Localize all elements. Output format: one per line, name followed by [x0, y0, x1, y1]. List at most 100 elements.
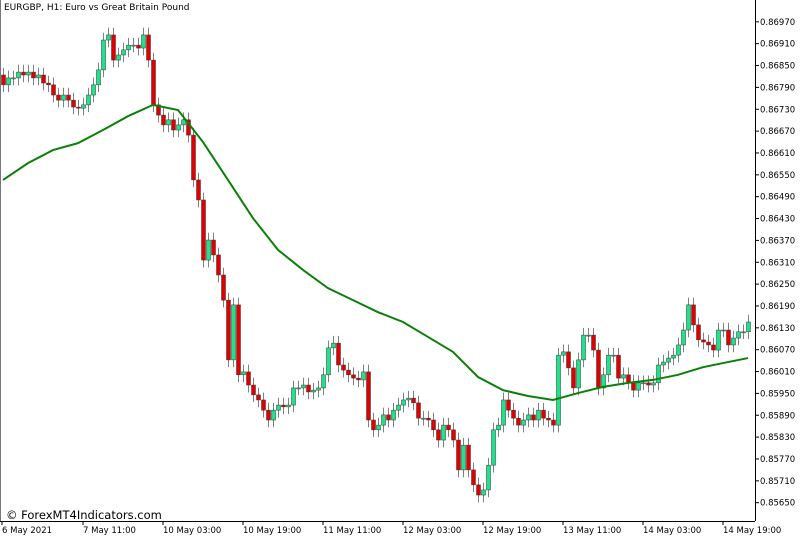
candle-bearish [551, 419, 556, 426]
candle-bearish [76, 106, 81, 109]
y-tick-label: 0.85890 [760, 411, 795, 421]
y-tick-label: 0.86070 [760, 346, 795, 356]
candle-bullish [441, 424, 446, 441]
candle-bearish [266, 409, 271, 421]
candle-bearish [706, 341, 711, 346]
candle-bearish [616, 354, 621, 379]
candle-bullish [316, 387, 321, 391]
candle-bearish [151, 59, 156, 106]
candle-bearish [146, 34, 151, 61]
y-tick-label: 0.86850 [760, 62, 795, 72]
x-tick-label: 12 May 19:00 [483, 526, 541, 536]
candle-bullish [291, 387, 296, 406]
candle-bullish [311, 389, 316, 393]
candle-bearish [511, 409, 516, 419]
x-tick-label: 14 May 03:00 [643, 526, 701, 536]
candle-bearish [41, 74, 46, 84]
candle-bullish [676, 344, 681, 356]
candle-bullish [481, 489, 486, 496]
candle-bearish [346, 369, 351, 376]
candle-bullish [521, 419, 526, 426]
candle-bearish [411, 397, 416, 404]
y-tick-label: 0.86910 [760, 40, 795, 50]
candle-bullish [241, 371, 246, 376]
candle-bearish [156, 104, 161, 116]
candle-bullish [601, 374, 606, 389]
candle-bearish [456, 439, 461, 471]
candle-bearish [261, 399, 266, 411]
y-tick-label: 0.86730 [760, 105, 795, 115]
y-tick-label: 0.85710 [760, 477, 795, 487]
candle-bearish [256, 394, 261, 401]
y-tick-label: 0.86550 [760, 171, 795, 181]
y-tick-label: 0.86190 [760, 302, 795, 312]
candle-bullish [556, 354, 561, 426]
x-tick-label: 11 May 11:00 [323, 526, 381, 536]
candle-bullish [401, 399, 406, 406]
candle-bullish [656, 364, 661, 384]
candle-bearish [211, 239, 216, 256]
candle-bearish [216, 254, 221, 276]
y-tick-label: 0.85950 [760, 389, 795, 399]
y-tick-label: 0.85830 [760, 433, 795, 443]
candle-bullish [491, 429, 496, 466]
candle-bearish [21, 71, 26, 76]
candle-bullish [561, 351, 566, 356]
candle-bullish [231, 304, 236, 361]
candle-bullish [16, 71, 21, 79]
x-tick-label: 7 May 11:00 [83, 526, 136, 536]
candle-bullish [141, 34, 146, 49]
candle-bearish [236, 304, 241, 376]
candle-bearish [161, 114, 166, 126]
y-tick-label: 0.86130 [760, 324, 795, 334]
candle-bearish [306, 384, 311, 393]
candle-bullish [741, 331, 746, 334]
candle-bullish [421, 417, 426, 420]
y-tick-label: 0.85650 [760, 499, 795, 509]
y-tick-label: 0.86610 [760, 149, 795, 159]
candle-bearish [196, 179, 201, 201]
candle-bullish [396, 404, 401, 411]
candle-bearish [111, 34, 116, 61]
candle-bullish [331, 342, 336, 349]
candle-bullish [321, 374, 326, 389]
candle-bullish [461, 444, 466, 471]
candle-bearish [71, 99, 76, 108]
candle-bearish [356, 377, 361, 381]
candle-bearish [711, 344, 716, 351]
candle-bearish [466, 444, 471, 471]
x-tick-label: 14 May 19:00 [723, 526, 781, 536]
candle-bullish [271, 409, 276, 421]
candle-bearish [696, 324, 701, 341]
candle-bearish [246, 371, 251, 386]
candle-bullish [671, 354, 676, 359]
candle-bearish [626, 374, 631, 383]
candle-bullish [301, 384, 306, 389]
candle-bearish [506, 399, 511, 411]
candle-bullish [666, 357, 671, 363]
y-tick-label: 0.86670 [760, 127, 795, 137]
candle-bullish [206, 239, 211, 261]
candle-bearish [426, 417, 431, 421]
candle-bullish [176, 124, 181, 131]
candle-bullish [536, 409, 541, 421]
candle-bullish [686, 304, 691, 331]
y-tick-label: 0.86310 [760, 258, 795, 268]
candle-bullish [501, 399, 506, 426]
candle-bearish [541, 409, 546, 419]
x-tick-label: 10 May 03:00 [163, 526, 221, 536]
candle-bullish [6, 77, 11, 86]
candle-bearish [476, 484, 481, 496]
candle-bullish [381, 414, 386, 426]
candle-bearish [1, 74, 6, 86]
candle-bullish [641, 382, 646, 385]
candle-bearish [691, 304, 696, 326]
candle-bullish [731, 337, 736, 346]
watermark: © ForexMT4Indicators.com [6, 508, 162, 522]
candles [1, 27, 751, 503]
candle-bullish [721, 329, 726, 332]
x-tick-label: 6 May 2021 [2, 526, 52, 536]
candle-bullish [121, 49, 126, 56]
candle-bullish [611, 354, 616, 357]
